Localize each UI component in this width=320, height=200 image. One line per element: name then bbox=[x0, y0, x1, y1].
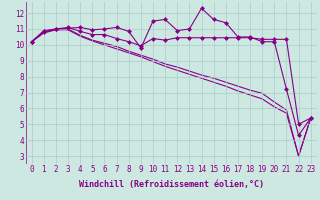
X-axis label: Windchill (Refroidissement éolien,°C): Windchill (Refroidissement éolien,°C) bbox=[79, 180, 264, 189]
